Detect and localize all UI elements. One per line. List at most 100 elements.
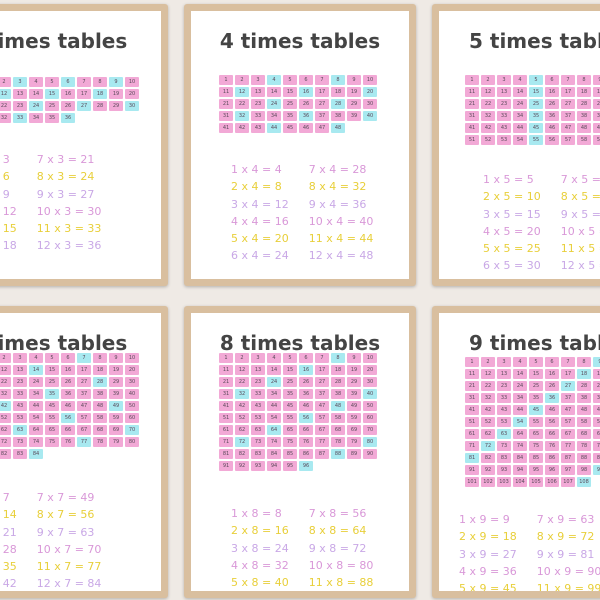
multiplication-fact: 3 x 7 = 21 xyxy=(0,525,17,539)
grid-cell: 3 xyxy=(13,353,27,363)
multiplication-fact: 9 x 8 = 72 xyxy=(308,541,367,555)
grid-cell: 10 xyxy=(363,75,377,85)
grid-cell: 22 xyxy=(0,101,11,111)
multiplication-fact: 1 x 7 = 7 xyxy=(0,491,10,504)
grid-cell: 23 xyxy=(13,377,27,387)
grid-cell: 50 xyxy=(363,401,377,411)
grid-cell: 58 xyxy=(93,413,107,423)
multiplication-fact: 1 x 5 = 5 xyxy=(483,173,534,186)
grid-cell: 53 xyxy=(13,413,27,423)
multiplication-fact: 7 x 5 = 35 xyxy=(560,173,600,186)
grid-cell: 38 xyxy=(331,111,345,121)
grid-cell-multiple: 84 xyxy=(29,449,43,459)
grid-cell: 35 xyxy=(45,113,59,123)
grid-cell: 26 xyxy=(545,99,559,109)
multiplication-fact: 5 x 5 = 25 xyxy=(483,242,541,256)
grid-cell: 25 xyxy=(529,381,543,391)
grid-cell: 26 xyxy=(61,101,75,111)
grid-cell: 23 xyxy=(497,381,511,391)
grid-cell: 3 xyxy=(497,357,511,367)
grid-cell: 9 xyxy=(347,353,361,363)
multiplication-fact: 4 x 9 = 36 xyxy=(459,564,517,578)
poster-title: 5 times tables xyxy=(469,29,600,53)
grid-cell-multiple: 15 xyxy=(529,87,543,97)
grid-cell: 105 xyxy=(529,477,543,487)
grid-cell: 25 xyxy=(45,377,59,387)
grid-cell: 86 xyxy=(545,453,559,463)
grid-cell: 74 xyxy=(267,437,281,447)
grid-cell-multiple: 24 xyxy=(267,377,281,387)
grid-cell-multiple: 49 xyxy=(109,401,123,411)
multiplication-fact: 3 x 9 = 27 xyxy=(459,547,517,561)
grid-cell-multiple: 108 xyxy=(577,477,591,487)
grid-cell: 68 xyxy=(93,425,107,435)
grid-cell: 27 xyxy=(77,377,91,387)
grid-cell: 89 xyxy=(347,449,361,459)
grid-cell: 23 xyxy=(497,99,511,109)
multiplication-facts: 1 x 7 = 7 2 x 7 = 14 3 x 7 = 21 4 x 7 = 28 5… xyxy=(0,489,101,591)
grid-cell: 38 xyxy=(331,389,345,399)
grid-cell: 31 xyxy=(465,111,479,121)
grid-cell: 33 xyxy=(13,389,27,399)
grid-cell: 41 xyxy=(219,123,233,133)
grid-cell: 13 xyxy=(251,87,265,97)
multiplication-fact: 10 x 7 = 70 xyxy=(36,542,102,556)
grid-cell: 94 xyxy=(513,465,527,475)
grid-cell: 42 xyxy=(481,123,495,133)
grid-cell: 64 xyxy=(513,429,527,439)
grid-cell: 30 xyxy=(363,377,377,387)
grid-cell-multiple: 42 xyxy=(0,401,11,411)
grid-cell: 28 xyxy=(331,377,345,387)
grid-cell: 11 xyxy=(465,87,479,97)
grid-cell: 17 xyxy=(561,369,575,379)
multiplication-fact: 11 x 9 = 99 xyxy=(536,582,600,591)
grid-cell: 21 xyxy=(465,381,479,391)
grid-cell: 6 xyxy=(545,75,559,85)
grid-cell: 43 xyxy=(497,123,511,133)
grid-cell: 34 xyxy=(29,389,43,399)
grid-cell: 14 xyxy=(267,365,281,375)
grid-cell-multiple: 28 xyxy=(93,377,107,387)
grid-cell: 44 xyxy=(267,401,281,411)
grid-cell: 41 xyxy=(465,405,479,415)
grid-cell: 50 xyxy=(125,401,139,411)
multiplication-fact: 9 x 3 = 27 xyxy=(36,187,95,201)
grid-cell-multiple: 24 xyxy=(29,101,43,111)
grid-cell: 88 xyxy=(577,453,591,463)
grid-cell: 9 xyxy=(109,353,123,363)
grid-cell-multiple: 12 xyxy=(0,89,11,99)
grid-cell: 58 xyxy=(577,135,591,145)
grid-cell: 103 xyxy=(497,477,511,487)
grid-cell-multiple: 32 xyxy=(235,389,249,399)
grid-cell-multiple: 45 xyxy=(529,123,543,133)
multiplication-fact: 4 x 4 = 16 xyxy=(231,214,289,228)
grid-cell: 32 xyxy=(481,111,495,121)
grid-cell: 58 xyxy=(577,417,591,427)
grid-cell: 11 xyxy=(219,365,233,375)
grid-cell: 8 xyxy=(577,357,591,367)
poster-title: 4 times tables xyxy=(219,29,381,53)
grid-cell: 38 xyxy=(577,111,591,121)
grid-cell-multiple: 64 xyxy=(267,425,281,435)
multiplication-fact: 8 x 3 = 24 xyxy=(36,170,95,184)
multiplication-fact: 2 x 7 = 14 xyxy=(0,508,17,522)
grid-cell: 25 xyxy=(45,101,59,111)
grid-cell: 73 xyxy=(251,437,265,447)
grid-cell: 32 xyxy=(0,113,11,123)
grid-cell: 12 xyxy=(235,365,249,375)
grid-cell: 37 xyxy=(561,111,575,121)
grid-cell-multiple: 8 xyxy=(331,75,345,85)
grid-cell: 15 xyxy=(283,87,297,97)
grid-cell-multiple: 40 xyxy=(363,111,377,121)
multiplication-fact: 7 x 7 = 49 xyxy=(36,491,95,504)
grid-cell: 2 xyxy=(481,357,495,367)
grid-cell: 85 xyxy=(529,453,543,463)
multiplication-fact: 10 x 5 = 50 xyxy=(560,224,600,238)
grid-cell: 69 xyxy=(593,429,600,439)
grid-cell-multiple: 24 xyxy=(267,99,281,109)
grid-cell: 19 xyxy=(593,87,600,97)
multiplication-fact: 11 x 8 = 88 xyxy=(308,576,374,590)
grid-cell: 26 xyxy=(299,377,313,387)
poster-title: 3 times tables xyxy=(0,29,128,53)
